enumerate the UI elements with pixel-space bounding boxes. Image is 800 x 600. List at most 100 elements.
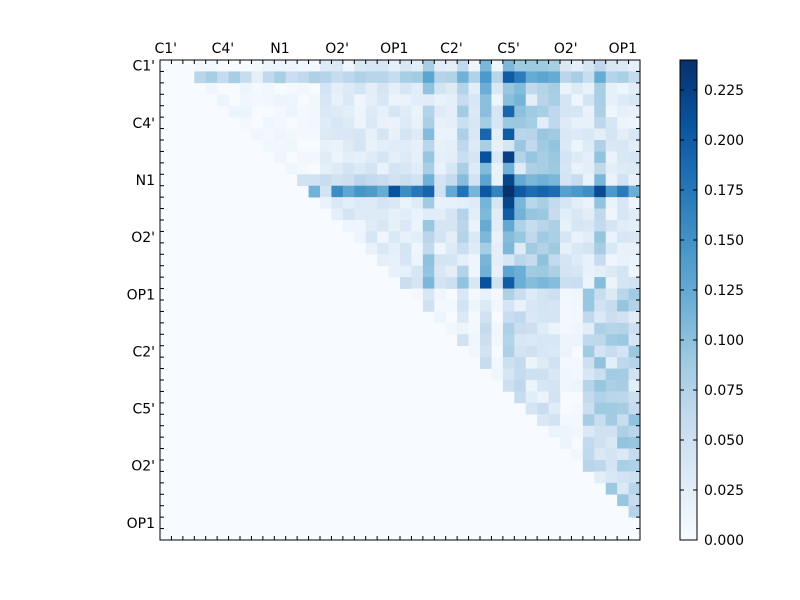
heatmap-cell	[308, 71, 321, 84]
heatmap-cell	[560, 174, 572, 187]
heatmap-cell	[434, 82, 447, 95]
heatmap-cell	[308, 60, 321, 72]
heatmap-cell	[628, 460, 641, 472]
heatmap-cell	[262, 71, 275, 84]
heatmap-cell	[594, 391, 607, 404]
heatmap-cell	[308, 128, 321, 141]
x-tick-label: O2'	[554, 41, 578, 57]
heatmap-cell	[457, 208, 469, 221]
heatmap-cell	[617, 94, 629, 107]
heatmap-cell	[594, 300, 607, 312]
heatmap-cell	[434, 140, 447, 152]
heatmap-cell	[400, 197, 412, 209]
heatmap-cell	[502, 185, 515, 198]
heatmap-cell	[445, 128, 458, 141]
heatmap-cell	[434, 185, 447, 198]
heatmap-cell	[571, 105, 584, 118]
heatmap-cell	[605, 185, 618, 198]
heatmap-cell	[514, 242, 527, 255]
heatmap-cell	[354, 128, 367, 141]
heatmap-cell	[594, 460, 607, 472]
heatmap-cell	[480, 334, 492, 347]
heatmap-cell	[285, 105, 298, 118]
x-tick-label: N1	[270, 41, 289, 57]
heatmap-cell	[628, 425, 641, 438]
heatmap-cell	[582, 105, 595, 118]
heatmap-cell	[194, 60, 207, 72]
heatmap-cell	[400, 94, 412, 107]
heatmap-cell	[605, 197, 618, 209]
heatmap-cell	[514, 185, 527, 198]
heatmap-cell	[594, 242, 607, 255]
heatmap-cell	[411, 117, 424, 129]
heatmap-cell	[560, 265, 572, 278]
heatmap-cell	[411, 94, 424, 107]
heatmap-cell	[582, 425, 595, 438]
heatmap-cell	[525, 231, 538, 244]
frame-ticks	[160, 60, 640, 540]
heatmap-cell	[605, 288, 618, 301]
heatmap-cell	[422, 128, 435, 141]
heatmap-cell	[525, 94, 538, 107]
heatmap-cell	[525, 345, 538, 358]
heatmap-cell	[411, 71, 424, 84]
heatmap-cell	[548, 105, 561, 118]
heatmap-cell	[537, 140, 549, 152]
heatmap-cell	[388, 71, 401, 84]
heatmap-cell	[560, 60, 572, 72]
heatmap-cell	[548, 254, 561, 267]
heatmap-cell	[434, 242, 447, 255]
heatmap-cell	[548, 197, 561, 209]
heatmap-cell	[491, 174, 504, 187]
heatmap-cell	[400, 60, 412, 72]
heatmap-cell	[571, 208, 584, 221]
heatmap-cell	[594, 357, 607, 369]
heatmap-cell	[617, 208, 629, 221]
heatmap-cell	[628, 437, 641, 449]
heatmap-cell	[628, 288, 641, 301]
heatmap-cell	[377, 197, 389, 209]
heatmap-cell	[525, 162, 538, 175]
x-tick-labels: C1' C4' N1 O2' OP1 C2' C5' O2' OP1	[154, 41, 637, 57]
heatmap-cell	[605, 105, 618, 118]
heatmap-cell	[422, 288, 435, 301]
heatmap-cell	[525, 128, 538, 141]
heatmap-cell	[320, 82, 332, 95]
colorbar-tick-label: 0.150	[704, 233, 744, 249]
heatmap-cell	[548, 402, 561, 415]
heatmap-cell	[457, 60, 469, 72]
heatmap-cell	[308, 174, 321, 187]
heatmap-cell	[617, 357, 629, 369]
heatmap-cell	[274, 60, 287, 72]
heatmap-cell	[377, 185, 389, 198]
heatmap-cell	[377, 128, 389, 141]
heatmap-cell	[445, 82, 458, 95]
heatmap-cell	[388, 220, 401, 232]
heatmap-cell	[457, 128, 469, 141]
heatmap-cell	[308, 94, 321, 107]
colorbar-tick-label: 0.200	[704, 133, 744, 149]
heatmap-cell	[628, 448, 641, 461]
heatmap-cell	[560, 368, 572, 381]
heatmap-cell	[560, 220, 572, 232]
heatmap-cell	[342, 185, 355, 198]
heatmap-cell	[274, 117, 287, 129]
heatmap-cell	[605, 140, 618, 152]
heatmap-cell	[331, 151, 344, 164]
heatmap-cell	[285, 128, 298, 141]
heatmap-cell	[308, 117, 321, 129]
heatmap-cell	[320, 151, 332, 164]
heatmap-cell	[502, 60, 515, 72]
heatmap-cell	[582, 322, 595, 335]
heatmap-cell	[514, 288, 527, 301]
heatmap-cell	[605, 357, 618, 369]
heatmap-cell	[617, 414, 629, 427]
heatmap-cell	[502, 82, 515, 95]
heatmap-cell	[548, 414, 561, 427]
colorbar-tick-label: 0.225	[704, 83, 744, 99]
heatmap-cell	[388, 82, 401, 95]
heatmap-cell	[342, 140, 355, 152]
heatmap-cell	[571, 140, 584, 152]
heatmap-cell	[251, 60, 264, 72]
heatmap-cell	[628, 151, 641, 164]
